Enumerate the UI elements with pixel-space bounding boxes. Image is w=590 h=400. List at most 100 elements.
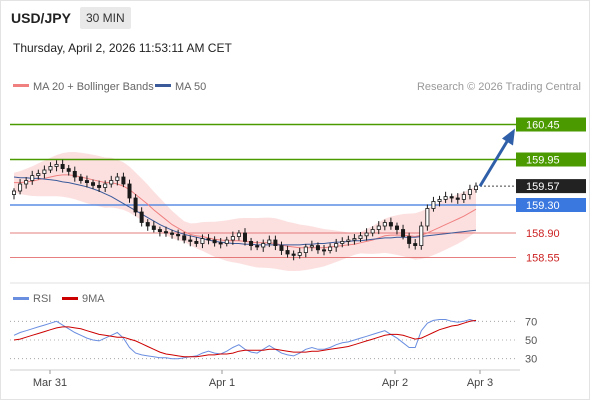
candle-body <box>455 197 460 200</box>
candle-body <box>72 170 77 178</box>
candle-body <box>206 238 211 241</box>
rsi-ma-legend-swatch <box>62 297 78 300</box>
candle-body <box>267 239 272 244</box>
candle-body <box>382 222 387 227</box>
candle-body <box>121 176 126 185</box>
level-label-159.30: 159.30 <box>526 200 560 212</box>
forecast-arrow-shaft <box>478 140 509 187</box>
rsi-tick-30: 30 <box>525 354 537 366</box>
candle-body <box>473 185 478 191</box>
candle-body <box>200 238 205 244</box>
candle-body <box>413 243 418 246</box>
bollinger-band <box>14 152 476 271</box>
candle-body <box>437 198 442 202</box>
candle-body <box>261 243 266 248</box>
candle-body <box>78 176 83 181</box>
x-tick-label: Apr 2 <box>382 377 408 389</box>
candle-body <box>145 222 150 227</box>
candle-body <box>467 189 472 195</box>
candle-body <box>255 245 260 248</box>
forecast-arrow-layer <box>478 128 515 187</box>
level-label-160.45: 160.45 <box>526 120 560 132</box>
bollinger-band-layer <box>14 152 476 271</box>
credit-text: Research © 2026 Trading Central <box>417 81 581 93</box>
candle-body <box>394 225 399 230</box>
level-tag-159.95 <box>516 152 586 167</box>
candle-body <box>328 246 333 251</box>
candle-body <box>157 229 162 232</box>
candle-body <box>11 190 16 195</box>
level-label-159.95: 159.95 <box>526 155 560 167</box>
candle-body <box>346 239 351 242</box>
candle-body <box>24 180 29 185</box>
forecast-arrow-head <box>502 128 515 146</box>
rsi-legend-label: RSI <box>33 293 51 305</box>
ma50-legend-label: MA 50 <box>175 81 206 93</box>
candle-body <box>407 236 412 244</box>
candle-body <box>30 175 35 181</box>
candle-body <box>182 235 187 241</box>
timeframe-badge[interactable]: 30 MIN <box>80 7 131 29</box>
instrument-title: USD/JPY <box>11 10 71 26</box>
candle-body <box>334 243 339 248</box>
ma20-legend-swatch <box>13 84 29 87</box>
candle-body <box>103 183 108 188</box>
candle-body <box>425 208 430 227</box>
candle-body <box>315 245 320 251</box>
level-labels-layer: 160.45 159.95 159.57 159.30 158.90 158.55 <box>516 117 586 265</box>
candle-body <box>370 229 375 234</box>
rsi-layer: 70 50 30 <box>10 316 537 366</box>
rsi-legend-swatch <box>13 297 29 300</box>
candle-body <box>461 194 466 200</box>
level-label-158.90: 158.90 <box>526 228 560 240</box>
candle-body <box>66 168 71 172</box>
candle-body <box>170 232 175 235</box>
candle-body <box>443 196 448 200</box>
candle-body <box>419 225 424 247</box>
ma20-legend-label: MA 20 + Bollinger Bands <box>33 81 154 93</box>
candle-body <box>291 253 296 256</box>
candle-body <box>212 239 217 244</box>
candle-body <box>364 232 369 237</box>
candle-body <box>60 163 65 169</box>
candle-body <box>151 225 156 230</box>
x-tick-label: Mar 31 <box>33 377 67 389</box>
candle-body <box>163 231 168 234</box>
candle-body <box>224 239 229 244</box>
candle-body <box>352 238 357 241</box>
x-tick-label: Apr 3 <box>467 377 493 389</box>
candle-body <box>431 201 436 209</box>
candle-body <box>242 232 247 242</box>
level-tag-159.30 <box>516 198 586 212</box>
candle-body <box>279 245 284 251</box>
candle-body <box>285 250 290 255</box>
candle-body <box>115 176 120 181</box>
level-tag-160.45 <box>516 117 586 132</box>
candle-body <box>340 240 345 244</box>
candle-body <box>127 183 132 199</box>
candle-body <box>54 163 59 167</box>
candle-body <box>42 169 47 174</box>
timestamp: Thursday, April 2, 2026 11:53:11 AM CET <box>13 41 232 55</box>
candle-body <box>176 233 181 237</box>
candle-body <box>358 235 363 240</box>
candle-body <box>401 229 406 237</box>
candle-body <box>449 196 454 199</box>
candle-body <box>84 180 89 183</box>
x-tick-label: Apr 1 <box>209 377 235 389</box>
ma50-legend-swatch <box>155 84 171 87</box>
candle-body <box>230 236 235 241</box>
candle-body <box>188 239 193 242</box>
level-label-159.57: 159.57 <box>526 181 560 193</box>
candle-body <box>97 184 102 188</box>
candle-body <box>139 211 144 223</box>
candle-body <box>91 182 96 186</box>
candle-body <box>249 240 254 246</box>
candles-layer <box>11 159 478 261</box>
candle-body <box>236 232 241 237</box>
rsi-line <box>13 318 477 360</box>
level-tag-159.57 <box>516 179 586 194</box>
x-axis-layer: Mar 31 Apr 1 Apr 2 Apr 3 <box>33 370 493 389</box>
rsi-tick-70: 70 <box>525 316 537 328</box>
